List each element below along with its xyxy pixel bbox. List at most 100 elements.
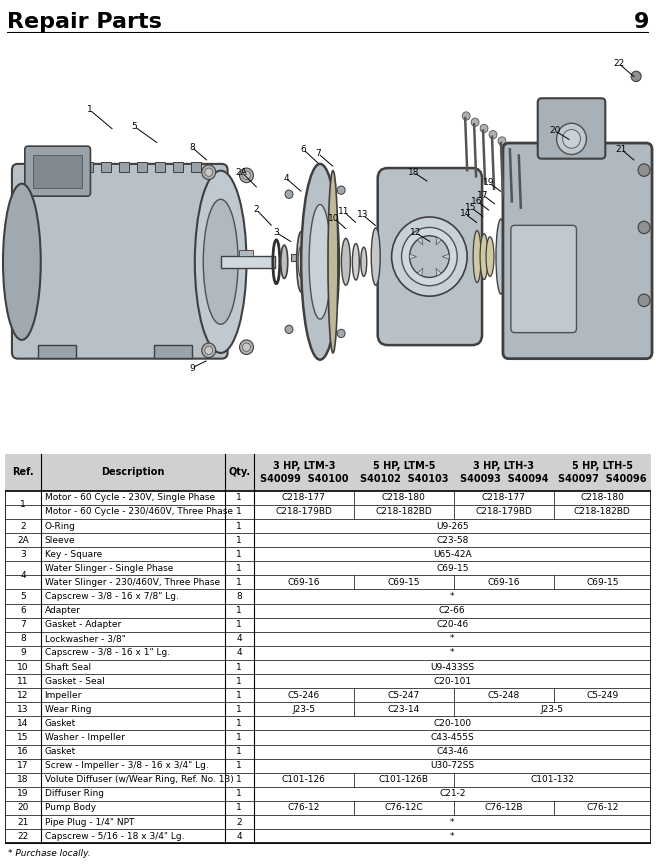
Text: C43-46: C43-46 <box>436 747 468 756</box>
Text: C69-15: C69-15 <box>436 564 468 573</box>
Text: 15: 15 <box>17 733 29 742</box>
Circle shape <box>285 190 293 199</box>
Text: C76-12: C76-12 <box>586 804 619 812</box>
Bar <box>83 161 93 172</box>
Ellipse shape <box>281 245 288 279</box>
Text: 1: 1 <box>236 522 242 530</box>
Circle shape <box>631 71 641 82</box>
Bar <box>33 155 83 187</box>
FancyBboxPatch shape <box>511 226 577 332</box>
Circle shape <box>480 124 488 133</box>
Text: 1: 1 <box>236 493 242 503</box>
Text: C69-15: C69-15 <box>388 578 420 587</box>
Text: Gasket: Gasket <box>45 747 76 756</box>
Text: Capscrew - 3/8 - 16 x 1" Lg.: Capscrew - 3/8 - 16 x 1" Lg. <box>45 648 170 657</box>
Text: Pipe Plug - 1/4" NPT: Pipe Plug - 1/4" NPT <box>45 818 134 826</box>
Text: 7: 7 <box>20 621 26 629</box>
Text: 1: 1 <box>236 662 242 672</box>
Circle shape <box>205 168 213 176</box>
Text: 6: 6 <box>20 606 26 615</box>
Text: Water Slinger - Single Phase: Water Slinger - Single Phase <box>45 564 173 573</box>
Circle shape <box>378 220 386 228</box>
Bar <box>137 161 147 172</box>
Ellipse shape <box>203 200 238 325</box>
Text: 11: 11 <box>17 676 29 686</box>
Text: C76-12C: C76-12C <box>384 804 423 812</box>
Text: J23-5: J23-5 <box>541 705 564 713</box>
Circle shape <box>337 329 345 338</box>
Text: 3: 3 <box>20 549 26 559</box>
Ellipse shape <box>309 205 331 319</box>
Text: 1: 1 <box>236 761 242 770</box>
Text: 1: 1 <box>87 105 92 115</box>
Circle shape <box>507 143 515 151</box>
Circle shape <box>409 236 449 278</box>
Text: 1: 1 <box>236 691 242 700</box>
Text: 4: 4 <box>20 571 26 580</box>
Circle shape <box>401 227 457 286</box>
Text: 1: 1 <box>236 676 242 686</box>
Circle shape <box>638 164 650 176</box>
Text: Key - Square: Key - Square <box>45 549 102 559</box>
Circle shape <box>638 294 650 306</box>
Circle shape <box>638 221 650 233</box>
Text: 1: 1 <box>236 747 242 756</box>
Text: Adapter: Adapter <box>45 606 81 615</box>
Text: 1: 1 <box>236 733 242 742</box>
Text: 2A: 2A <box>236 168 247 177</box>
Text: 1: 1 <box>236 804 242 812</box>
Text: C2-66: C2-66 <box>439 606 466 615</box>
Text: 13: 13 <box>17 705 29 713</box>
Text: 13: 13 <box>357 210 369 220</box>
Bar <box>155 161 165 172</box>
Text: Wear Ring: Wear Ring <box>45 705 91 713</box>
Ellipse shape <box>301 164 339 359</box>
Text: C76-12B: C76-12B <box>485 804 523 812</box>
Circle shape <box>202 165 216 180</box>
Ellipse shape <box>341 239 350 286</box>
Text: C218-177: C218-177 <box>282 493 326 503</box>
Text: 3: 3 <box>274 228 279 237</box>
Text: Diffuser Ring: Diffuser Ring <box>45 789 104 799</box>
Text: U30-72SS: U30-72SS <box>430 761 474 770</box>
Text: 1: 1 <box>236 549 242 559</box>
Text: 5 HP, LTM-5
S40102  S40103: 5 HP, LTM-5 S40102 S40103 <box>359 461 448 483</box>
Text: 22: 22 <box>17 832 29 840</box>
Text: 3 HP, LTM-3
S40099  S40100: 3 HP, LTM-3 S40099 S40100 <box>260 461 348 483</box>
Text: 4: 4 <box>236 648 242 657</box>
Text: *: * <box>450 592 455 601</box>
FancyBboxPatch shape <box>538 98 605 159</box>
Circle shape <box>516 149 523 158</box>
Text: O-Ring: O-Ring <box>45 522 75 530</box>
Text: C5-249: C5-249 <box>586 691 619 700</box>
Bar <box>102 161 112 172</box>
Text: 5 HP, LTH-5
S40097  S40096: 5 HP, LTH-5 S40097 S40096 <box>558 461 647 483</box>
Text: Lockwasher - 3/8": Lockwasher - 3/8" <box>45 635 125 643</box>
Text: Sleeve: Sleeve <box>45 536 75 544</box>
FancyBboxPatch shape <box>378 168 482 345</box>
Text: 4: 4 <box>236 635 242 643</box>
Text: Capscrew - 5/16 - 18 x 3/4" Lg.: Capscrew - 5/16 - 18 x 3/4" Lg. <box>45 832 184 840</box>
Circle shape <box>243 343 251 352</box>
Text: 1: 1 <box>236 789 242 799</box>
FancyBboxPatch shape <box>503 143 652 358</box>
Text: 10: 10 <box>328 214 340 222</box>
Text: Gasket: Gasket <box>45 719 76 728</box>
Text: 1: 1 <box>236 508 242 516</box>
Circle shape <box>392 217 467 296</box>
Ellipse shape <box>480 233 488 279</box>
Circle shape <box>556 123 586 155</box>
Text: 16: 16 <box>472 197 483 206</box>
Text: *: * <box>450 818 455 826</box>
Text: 20: 20 <box>17 804 29 812</box>
Text: Motor - 60 Cycle - 230V, Single Phase: Motor - 60 Cycle - 230V, Single Phase <box>45 493 215 503</box>
Text: 1: 1 <box>236 578 242 587</box>
Text: * Purchase locally.: * Purchase locally. <box>9 849 91 858</box>
FancyBboxPatch shape <box>12 164 228 358</box>
Text: 1: 1 <box>236 621 242 629</box>
Text: C101-132: C101-132 <box>530 775 574 785</box>
Circle shape <box>239 168 253 182</box>
Text: C23-58: C23-58 <box>436 536 468 544</box>
Bar <box>119 161 129 172</box>
Bar <box>291 254 297 260</box>
